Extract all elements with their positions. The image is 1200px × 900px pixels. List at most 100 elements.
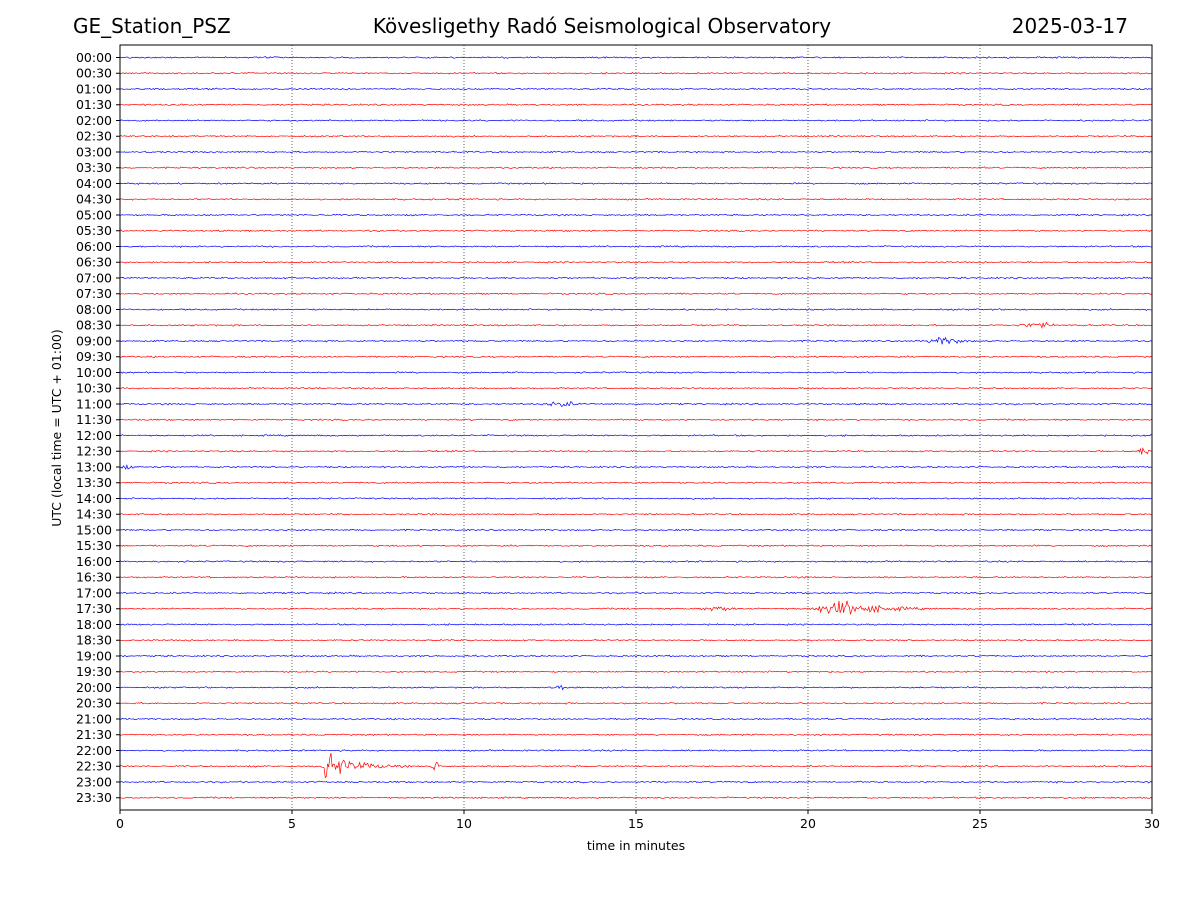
trace-14:30 [119, 512, 1153, 516]
trace-23:30 [119, 796, 1153, 800]
trace-08:00 [119, 308, 1153, 311]
trace-22:30 [119, 752, 1153, 779]
y-tick-label-13:00: 13:00 [76, 459, 112, 474]
y-tick-label-08:30: 08:30 [76, 318, 112, 333]
y-tick-label-04:30: 04:30 [76, 192, 112, 207]
y-tick-label-19:00: 19:00 [76, 648, 112, 663]
y-tick-label-02:30: 02:30 [76, 129, 112, 144]
trace-13:00 [119, 464, 1153, 470]
y-axis-label: UTC (local time = UTC + 01:00) [49, 329, 64, 527]
x-axis: 0 5 10 15 20 25 30 [116, 810, 1160, 831]
trace-12:00 [119, 434, 1153, 437]
trace-02:30 [119, 134, 1153, 138]
trace-12:30 [119, 447, 1153, 455]
trace-19:30 [119, 670, 1153, 674]
date-label: 2025-03-17 [1011, 14, 1128, 38]
y-tick-label-04:00: 04:00 [76, 176, 112, 191]
y-tick-label-15:30: 15:30 [76, 538, 112, 553]
y-tick-label-11:00: 11:00 [76, 396, 112, 411]
grid-lines [291, 45, 981, 810]
trace-layer [119, 56, 1153, 800]
y-tick-label-02:00: 02:00 [76, 113, 112, 128]
y-tick-label-15:00: 15:00 [76, 522, 112, 537]
trace-10:00 [119, 371, 1153, 374]
y-tick-label-09:00: 09:00 [76, 333, 112, 348]
y-tick-label-22:30: 22:30 [76, 759, 112, 774]
trace-07:30 [119, 292, 1153, 296]
trace-10:30 [119, 386, 1153, 390]
y-tick-label-00:00: 00:00 [76, 50, 112, 65]
y-tick-label-11:30: 11:30 [76, 412, 112, 427]
trace-01:30 [119, 103, 1153, 107]
trace-15:00 [119, 528, 1153, 532]
trace-06:00 [119, 245, 1153, 249]
trace-02:00 [119, 119, 1153, 122]
y-tick-label-19:30: 19:30 [76, 664, 112, 679]
y-tick-label-17:30: 17:30 [76, 601, 112, 616]
y-tick-label-14:30: 14:30 [76, 507, 112, 522]
x-tick-label-10: 10 [456, 816, 472, 831]
y-tick-label-21:30: 21:30 [76, 727, 112, 742]
trace-05:30 [119, 229, 1153, 233]
y-tick-label-18:30: 18:30 [76, 633, 112, 648]
y-tick-label-10:00: 10:00 [76, 365, 112, 380]
x-tick-label-20: 20 [800, 816, 816, 831]
trace-09:00 [119, 336, 1153, 345]
y-tick-label-16:30: 16:30 [76, 570, 112, 585]
trace-17:00 [119, 591, 1153, 595]
trace-17:30 [119, 600, 1153, 615]
trace-15:30 [119, 544, 1153, 548]
trace-16:30 [119, 575, 1153, 579]
y-tick-label-00:30: 00:30 [76, 66, 112, 81]
trace-00:30 [119, 71, 1153, 75]
trace-20:00 [119, 685, 1153, 691]
trace-03:00 [119, 150, 1153, 154]
trace-00:00 [119, 56, 1153, 59]
y-tick-label-17:00: 17:00 [76, 585, 112, 600]
y-tick-label-06:30: 06:30 [76, 255, 112, 270]
trace-13:30 [119, 481, 1153, 485]
trace-04:30 [119, 197, 1153, 201]
y-tick-label-23:30: 23:30 [76, 790, 112, 805]
station-label: GE_Station_PSZ [73, 14, 231, 38]
trace-21:00 [119, 717, 1153, 721]
trace-23:00 [119, 780, 1153, 784]
y-tick-label-09:30: 09:30 [76, 349, 112, 364]
y-tick-label-16:00: 16:00 [76, 554, 112, 569]
trace-20:30 [119, 701, 1153, 705]
y-tick-label-05:30: 05:30 [76, 223, 112, 238]
trace-04:00 [119, 182, 1153, 185]
y-tick-label-07:30: 07:30 [76, 286, 112, 301]
y-tick-label-01:00: 01:00 [76, 81, 112, 96]
trace-03:30 [119, 166, 1153, 170]
x-axis-label: time in minutes [587, 838, 685, 853]
y-tick-label-13:30: 13:30 [76, 475, 112, 490]
trace-11:00 [119, 401, 1153, 407]
y-tick-label-03:00: 03:00 [76, 144, 112, 159]
x-tick-label-0: 0 [116, 816, 124, 831]
trace-14:00 [119, 497, 1153, 500]
y-tick-label-12:00: 12:00 [76, 428, 112, 443]
trace-18:00 [119, 623, 1153, 626]
trace-21:30 [119, 733, 1153, 737]
observatory-title: Kövesligethy Radó Seismological Observat… [372, 14, 832, 38]
y-tick-label-10:30: 10:30 [76, 381, 112, 396]
x-tick-label-5: 5 [288, 816, 296, 831]
trace-05:00 [119, 213, 1153, 217]
trace-01:00 [119, 87, 1153, 91]
y-tick-label-07:00: 07:00 [76, 270, 112, 285]
y-tick-label-22:00: 22:00 [76, 743, 112, 758]
trace-06:30 [119, 260, 1153, 264]
y-tick-label-23:00: 23:00 [76, 774, 112, 789]
y-tick-label-18:00: 18:00 [76, 617, 112, 632]
x-tick-label-15: 15 [628, 816, 644, 831]
y-tick-label-12:30: 12:30 [76, 444, 112, 459]
y-tick-label-06:00: 06:00 [76, 239, 112, 254]
trace-11:30 [119, 418, 1153, 422]
y-tick-label-01:30: 01:30 [76, 97, 112, 112]
y-tick-label-20:00: 20:00 [76, 680, 112, 695]
y-axis: 00:0000:3001:0001:3002:0002:3003:0003:30… [76, 50, 120, 805]
trace-18:30 [119, 638, 1153, 642]
trace-16:00 [119, 560, 1153, 563]
